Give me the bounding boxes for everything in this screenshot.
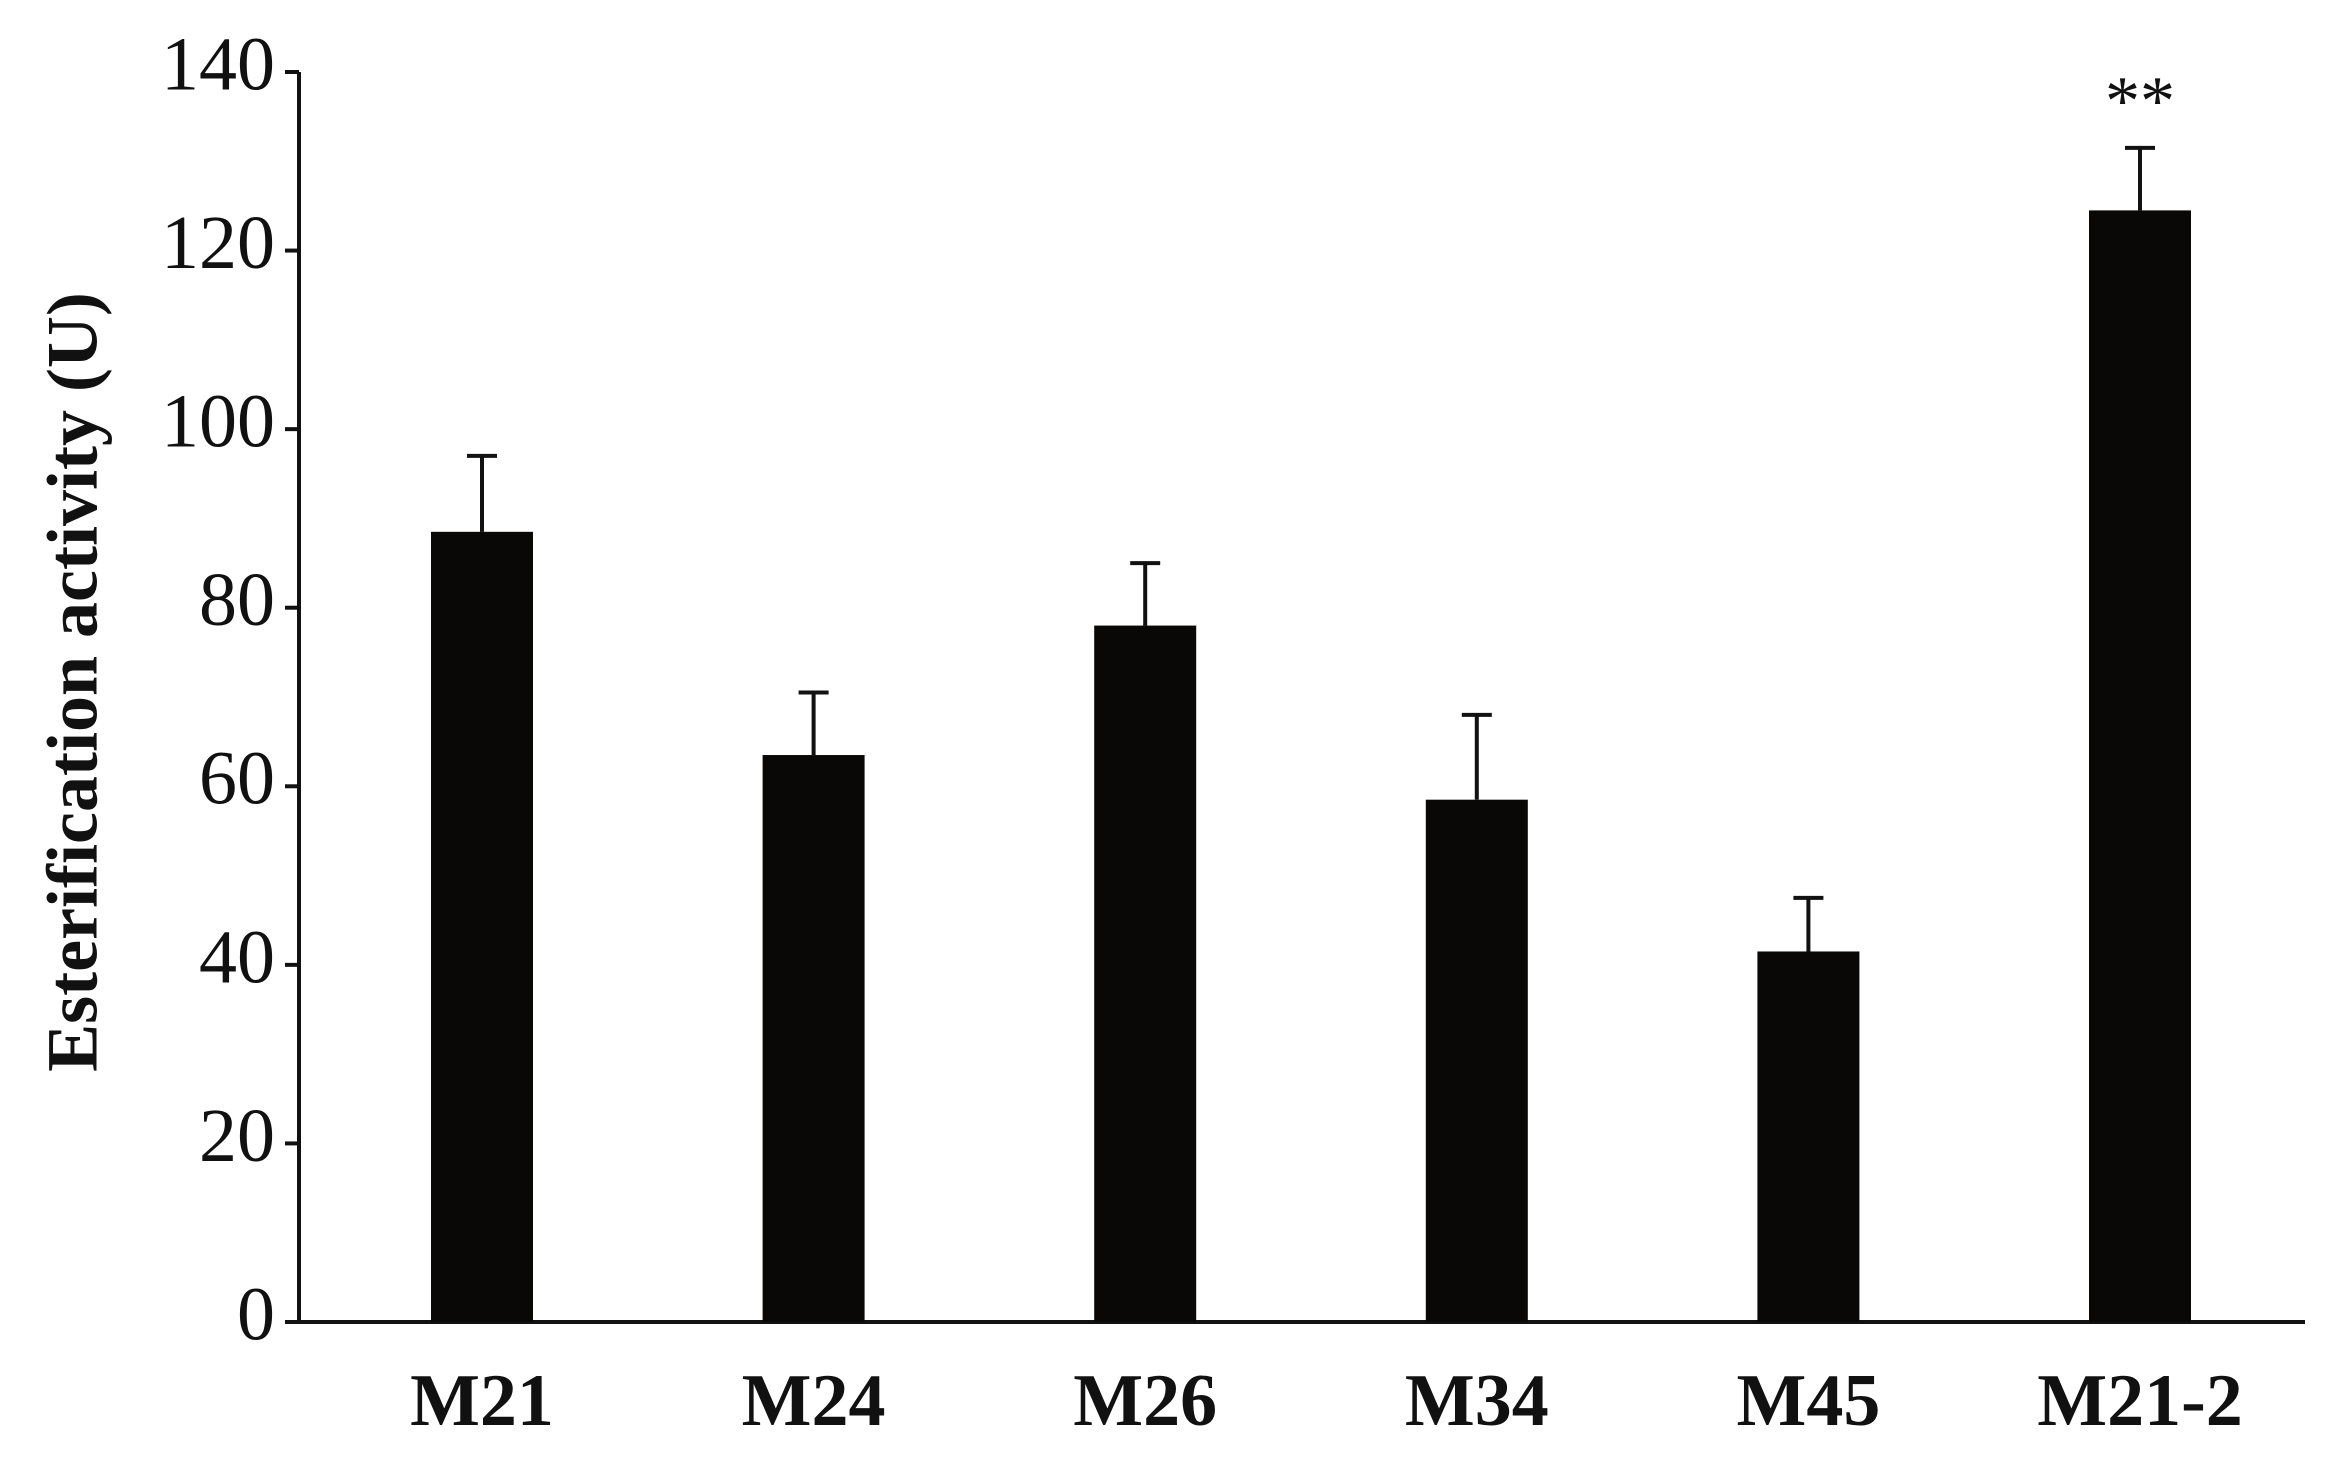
- y-tick-label: 20: [199, 1094, 275, 1178]
- x-tick-label: M24: [742, 1360, 886, 1442]
- y-axis-label: Esterification activity (U): [33, 292, 113, 1072]
- y-tick-label: 60: [199, 737, 275, 821]
- x-tick-label: M45: [1736, 1360, 1880, 1442]
- y-tick-label: 80: [199, 558, 275, 642]
- annotation: **: [2105, 63, 2175, 140]
- y-tick-label: 100: [161, 380, 275, 464]
- bar: [762, 755, 865, 1322]
- bar: [431, 531, 533, 1322]
- bar: [1425, 799, 1528, 1322]
- y-tick-label: 40: [199, 915, 275, 999]
- y-tick-label: 120: [161, 201, 275, 285]
- bar: [1094, 625, 1197, 1322]
- bar: [2089, 210, 2191, 1323]
- y-tick-label: 0: [237, 1272, 275, 1356]
- bar: [1757, 951, 1860, 1322]
- x-tick-label: M34: [1405, 1360, 1549, 1442]
- x-tick-label: M21-2: [2037, 1360, 2243, 1442]
- y-tick-label: 140: [161, 22, 275, 106]
- x-tick-label: M21: [410, 1360, 554, 1442]
- x-tick-label: M26: [1073, 1360, 1217, 1442]
